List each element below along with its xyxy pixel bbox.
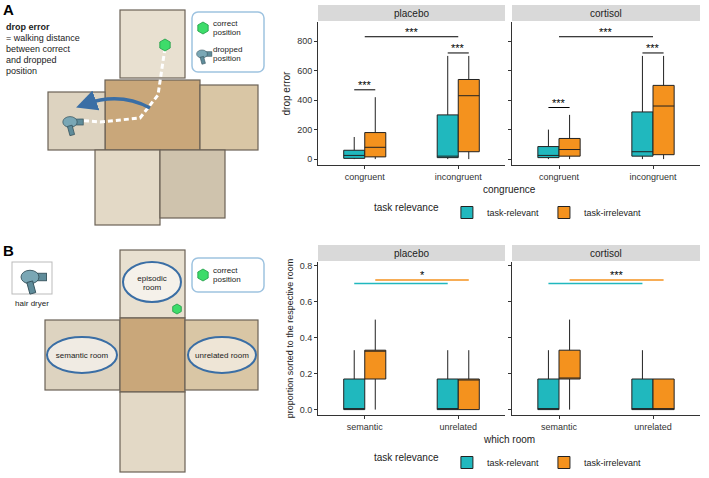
svg-text:congruent: congruent bbox=[539, 172, 580, 182]
svg-text:task relevance: task relevance bbox=[374, 452, 439, 463]
svg-text:which room: which room bbox=[483, 434, 535, 445]
svg-text:unrelated room: unrelated room bbox=[195, 351, 249, 360]
svg-text:hair dryer: hair dryer bbox=[15, 299, 49, 308]
svg-text:semantic: semantic bbox=[347, 422, 384, 432]
svg-text:semantic room: semantic room bbox=[56, 351, 109, 360]
svg-text:task-irrelevant: task-irrelevant bbox=[584, 458, 641, 468]
svg-text:400: 400 bbox=[297, 95, 312, 105]
svg-text:task-relevant: task-relevant bbox=[487, 458, 539, 468]
svg-text:task-irrelevant: task-irrelevant bbox=[584, 208, 641, 218]
svg-text:position: position bbox=[213, 28, 241, 37]
svg-text:600: 600 bbox=[297, 66, 312, 76]
svg-text:0.0: 0.0 bbox=[300, 405, 313, 415]
svg-text:between correct: between correct bbox=[6, 44, 71, 54]
svg-text:and dropped: and dropped bbox=[6, 55, 57, 65]
svg-text:0: 0 bbox=[307, 154, 312, 164]
svg-text:correct: correct bbox=[213, 19, 238, 28]
svg-text:position: position bbox=[213, 54, 241, 63]
svg-text:***: *** bbox=[599, 26, 613, 38]
svg-text:task relevance: task relevance bbox=[374, 202, 439, 213]
svg-text:200: 200 bbox=[297, 125, 312, 135]
svg-text:congruence: congruence bbox=[483, 184, 536, 195]
svg-text:unrelated: unrelated bbox=[634, 422, 672, 432]
svg-text:congruent: congruent bbox=[345, 172, 386, 182]
svg-text:placebo: placebo bbox=[394, 248, 429, 259]
svg-text:incongruent: incongruent bbox=[435, 172, 483, 182]
svg-text:room: room bbox=[143, 283, 162, 292]
svg-text:***: *** bbox=[451, 42, 465, 54]
svg-text:semantic: semantic bbox=[541, 422, 578, 432]
svg-text:B: B bbox=[3, 242, 14, 259]
svg-text:proportion sorted to the respe: proportion sorted to the respective room bbox=[285, 259, 295, 419]
svg-text:placebo: placebo bbox=[394, 8, 429, 19]
svg-text:position: position bbox=[6, 66, 37, 76]
svg-text:A: A bbox=[3, 1, 14, 18]
svg-text:correct: correct bbox=[213, 266, 238, 275]
svg-text:cortisol: cortisol bbox=[590, 8, 622, 19]
svg-text:= walking distance: = walking distance bbox=[6, 33, 80, 43]
svg-text:***: *** bbox=[405, 26, 419, 38]
svg-text:0.6: 0.6 bbox=[300, 297, 313, 307]
svg-text:*: * bbox=[420, 269, 425, 281]
svg-text:0.8: 0.8 bbox=[300, 261, 313, 271]
svg-text:***: *** bbox=[358, 79, 372, 91]
svg-text:episodic: episodic bbox=[137, 274, 166, 283]
svg-text:dropped: dropped bbox=[213, 45, 242, 54]
svg-text:drop error: drop error bbox=[6, 22, 50, 32]
svg-text:800: 800 bbox=[297, 36, 312, 46]
svg-text:0.4: 0.4 bbox=[300, 333, 313, 343]
svg-text:cortisol: cortisol bbox=[590, 248, 622, 259]
svg-text:0.2: 0.2 bbox=[300, 369, 313, 379]
svg-text:position: position bbox=[213, 275, 241, 284]
svg-text:incongruent: incongruent bbox=[629, 172, 677, 182]
svg-text:***: *** bbox=[610, 269, 624, 281]
svg-text:drop error: drop error bbox=[281, 71, 292, 116]
svg-text:unrelated: unrelated bbox=[439, 422, 477, 432]
svg-text:***: *** bbox=[646, 42, 660, 54]
svg-text:***: *** bbox=[552, 97, 566, 109]
svg-text:task-relevant: task-relevant bbox=[487, 208, 539, 218]
